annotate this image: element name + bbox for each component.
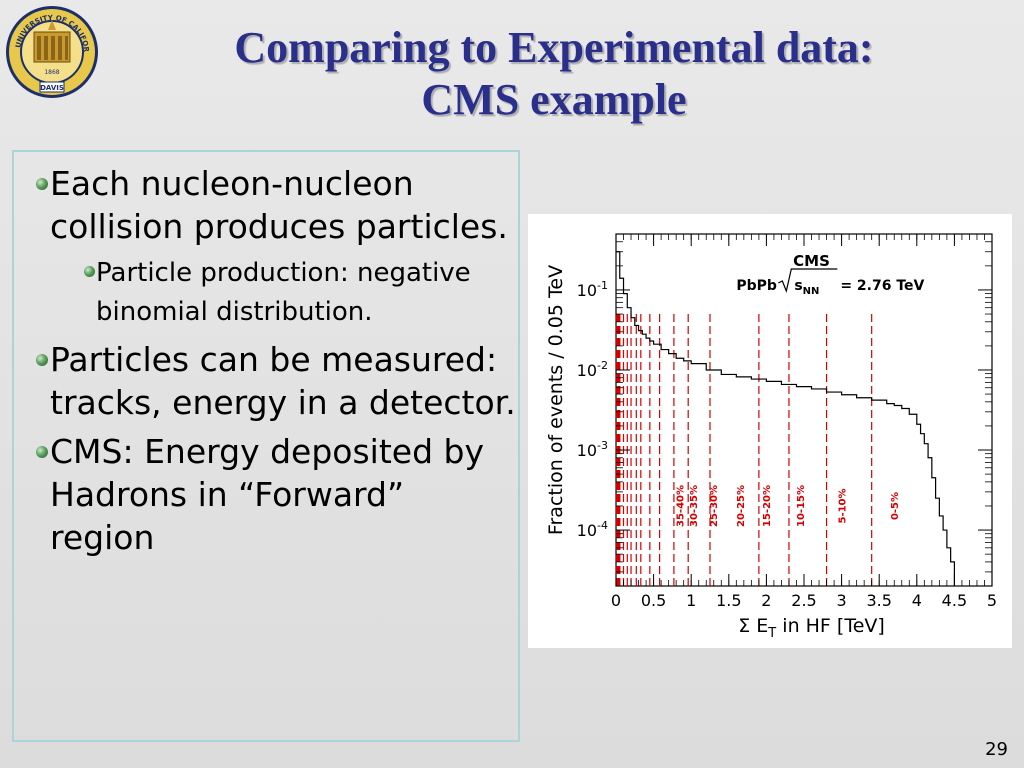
x-tick-label: 0 bbox=[611, 591, 621, 610]
title-line-2: CMS example bbox=[421, 75, 687, 124]
x-label-suffix: in HF [TeV] bbox=[776, 615, 885, 637]
sub-bullet-sphere-icon bbox=[84, 266, 95, 277]
y-axis-label: Fraction of events / 0.05 TeV bbox=[545, 265, 567, 535]
y-tick-base: 10 bbox=[577, 521, 597, 540]
cms-chart-panel: 0 0.5 1 1.5 2 2.5 3 3.5 4 4.5 5 10-1 10-2 10-3 10-4 35-… bbox=[528, 214, 1012, 648]
centrality-label: 25-30% bbox=[709, 485, 720, 527]
x-tick-label: 4 bbox=[912, 591, 922, 610]
x-tick-label: 3 bbox=[837, 591, 847, 610]
centrality-label: 0-5% bbox=[890, 492, 901, 520]
x-axis-label: Σ ET in HF [TeV] bbox=[738, 615, 885, 641]
seal-bottom-text: DAVIS bbox=[40, 84, 64, 92]
bullet-text: Particles can be measured: tracks, energ… bbox=[50, 340, 516, 422]
sub-bullet-item: Particle production: negative binomial d… bbox=[14, 254, 518, 332]
sqrt-symbol-icon bbox=[778, 268, 838, 294]
bullet-item: Particles can be measured: tracks, energ… bbox=[14, 338, 518, 424]
bullet-sphere-icon bbox=[36, 354, 48, 366]
x-tick-label: 5 bbox=[987, 591, 997, 610]
bullet-text: CMS: Energy deposited by Hadrons in “For… bbox=[50, 432, 484, 557]
y-tick-base: 10 bbox=[577, 441, 597, 460]
page-number: 29 bbox=[985, 739, 1008, 760]
sqrt-base: s bbox=[794, 278, 802, 294]
bullet-item: Each nucleon-nucleon collision produces … bbox=[14, 162, 518, 248]
centrality-label: 35-40% bbox=[676, 485, 687, 527]
x-tick-label: 4.5 bbox=[942, 591, 967, 610]
sqrt-subscript: NN bbox=[803, 286, 820, 297]
sub-bullet-text: Particle production: negative binomial d… bbox=[96, 258, 471, 327]
bullet-sphere-icon bbox=[36, 178, 48, 190]
bullet-sphere-icon bbox=[36, 446, 48, 458]
centrality-label: 10-15% bbox=[796, 485, 807, 527]
x-tick-label: 1.5 bbox=[716, 591, 741, 610]
y-tick-label: 10-3 bbox=[577, 439, 608, 460]
bullet-list: Each nucleon-nucleon collision produces … bbox=[14, 152, 518, 559]
sqrt-label: sNN bbox=[794, 278, 819, 297]
histogram-series-line bbox=[616, 251, 955, 586]
chart-subtitle-right: = 2.76 TeV bbox=[840, 278, 924, 294]
x-label-prefix: Σ E bbox=[738, 615, 768, 637]
y-tick-label: 10-1 bbox=[577, 279, 608, 300]
y-tick-base: 10 bbox=[577, 361, 597, 380]
y-tick-label: 10-4 bbox=[577, 519, 608, 540]
chart-subtitle-left: PbPb bbox=[736, 278, 777, 294]
bullet-textbox: Each nucleon-nucleon collision produces … bbox=[12, 150, 520, 742]
cms-et-distribution-chart: 0 0.5 1 1.5 2 2.5 3 3.5 4 4.5 510-110-210-310-4 35-… bbox=[545, 233, 997, 641]
x-tick-label: 2.5 bbox=[791, 591, 816, 610]
y-tick-exponent: -2 bbox=[597, 359, 608, 372]
centrality-label: 30-35% bbox=[689, 485, 700, 527]
title-line-1: Comparing to Experimental data: bbox=[234, 23, 874, 72]
x-label-subscript: T bbox=[767, 626, 776, 641]
centrality-label: 5-10% bbox=[837, 488, 848, 523]
centrality-label: 15-20% bbox=[762, 485, 773, 527]
uc-seal-icon: THE UNIVERSITY OF CALIFORNIA DAVIS 1868 bbox=[1, 0, 98, 98]
bullet-item: CMS: Energy deposited by Hadrons in “For… bbox=[14, 430, 518, 559]
uc-davis-seal-logo: THE UNIVERSITY OF CALIFORNIA DAVIS 1868 bbox=[1, 0, 100, 102]
x-tick-label: 3.5 bbox=[866, 591, 891, 610]
y-tick-exponent: -1 bbox=[597, 279, 608, 292]
x-tick-label: 1 bbox=[686, 591, 696, 610]
seal-year: 1868 bbox=[44, 69, 59, 76]
y-tick-base: 10 bbox=[577, 281, 597, 300]
y-tick-exponent: -3 bbox=[597, 439, 608, 452]
y-tick-label: 10-2 bbox=[577, 359, 608, 380]
centrality-label: 20-25% bbox=[736, 485, 747, 527]
x-tick-label: 2 bbox=[761, 591, 771, 610]
chart-title: CMS bbox=[793, 252, 830, 270]
y-tick-exponent: -4 bbox=[597, 519, 608, 532]
x-tick-label: 0.5 bbox=[641, 591, 666, 610]
slide-title: Comparing to Experimental data: CMS exam… bbox=[150, 22, 958, 126]
bullet-text: Each nucleon-nucleon collision produces … bbox=[50, 164, 508, 246]
